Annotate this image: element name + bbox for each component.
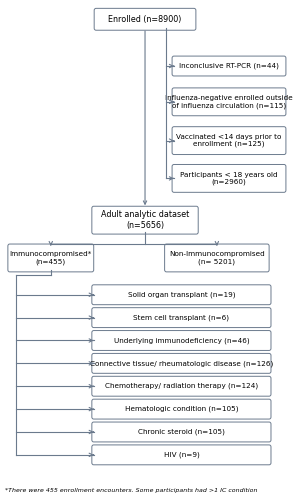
FancyBboxPatch shape	[92, 285, 271, 304]
FancyBboxPatch shape	[92, 308, 271, 328]
Text: Inconclusive RT-PCR (n=44): Inconclusive RT-PCR (n=44)	[179, 63, 279, 70]
Text: Immunocompromised*
(n=455): Immunocompromised* (n=455)	[10, 251, 92, 264]
Text: Participants < 18 years old
(n=2960): Participants < 18 years old (n=2960)	[180, 172, 278, 185]
FancyBboxPatch shape	[165, 244, 269, 272]
FancyBboxPatch shape	[8, 244, 94, 272]
Text: Stem cell transplant (n=6): Stem cell transplant (n=6)	[134, 314, 229, 321]
FancyBboxPatch shape	[92, 422, 271, 442]
Text: Underlying immunodeficiency (n=46): Underlying immunodeficiency (n=46)	[114, 337, 249, 344]
FancyBboxPatch shape	[172, 88, 286, 116]
Text: Adult analytic dataset
(n=5656): Adult analytic dataset (n=5656)	[101, 210, 189, 230]
Text: Chronic steroid (n=105): Chronic steroid (n=105)	[138, 428, 225, 435]
FancyBboxPatch shape	[92, 445, 271, 465]
FancyBboxPatch shape	[92, 399, 271, 419]
FancyBboxPatch shape	[92, 376, 271, 396]
FancyBboxPatch shape	[172, 126, 286, 154]
Text: HIV (n=9): HIV (n=9)	[164, 452, 199, 458]
FancyBboxPatch shape	[92, 206, 198, 234]
FancyBboxPatch shape	[94, 8, 196, 30]
FancyBboxPatch shape	[172, 164, 286, 192]
Text: Vaccinated <14 days prior to
enrollment (n=125): Vaccinated <14 days prior to enrollment …	[176, 134, 282, 147]
Text: Non-Immunocompromised
(n= 5201): Non-Immunocompromised (n= 5201)	[169, 251, 265, 264]
Text: Enrolled (n=8900): Enrolled (n=8900)	[108, 15, 182, 24]
FancyBboxPatch shape	[172, 56, 286, 76]
Text: *There were 455 enrollment encounters. Some participants had >1 IC condition: *There were 455 enrollment encounters. S…	[5, 488, 258, 492]
FancyBboxPatch shape	[92, 354, 271, 374]
Text: Chemotherapy/ radiation therapy (n=124): Chemotherapy/ radiation therapy (n=124)	[105, 383, 258, 390]
Text: Solid organ transplant (n=19): Solid organ transplant (n=19)	[128, 292, 235, 298]
FancyBboxPatch shape	[92, 330, 271, 350]
Text: Connective tissue/ rheumatologic disease (n=126): Connective tissue/ rheumatologic disease…	[90, 360, 273, 366]
Text: Influenza-negative enrolled outside
of influenza circulation (n=115): Influenza-negative enrolled outside of i…	[165, 95, 293, 108]
Text: Hematologic condition (n=105): Hematologic condition (n=105)	[125, 406, 238, 412]
